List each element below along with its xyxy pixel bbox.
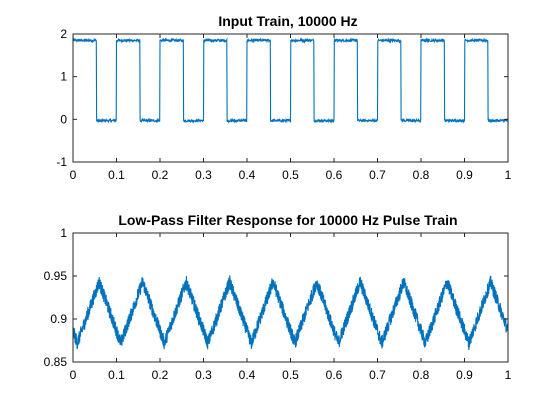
x-ticks-input-train: 0 0.1 0.2 0.3 0.4 0.5 0.6 0.7 0.8 0.9 1 xyxy=(70,34,512,182)
x-tick-label: 0 xyxy=(70,368,77,382)
x-tick-label: 0.1 xyxy=(108,368,125,382)
x-tick-label: 0.3 xyxy=(195,168,212,182)
x-tick-label: 0.1 xyxy=(108,168,125,182)
series-line-filter-response xyxy=(72,274,509,350)
axes-filter-response: Low-Pass Filter Response for 10000 Hz Pu… xyxy=(44,212,512,382)
x-tick-label: 1 xyxy=(505,368,512,382)
y-tick-label: 0.95 xyxy=(44,269,68,283)
y-ticks-input-train: -1 0 1 2 xyxy=(56,27,508,169)
y-tick-label: -1 xyxy=(56,155,67,169)
x-tick-label: 0.4 xyxy=(239,368,256,382)
x-tick-label: 1 xyxy=(505,168,512,182)
y-tick-label: 0.85 xyxy=(44,355,68,369)
x-tick-label: 0.8 xyxy=(413,368,430,382)
x-tick-label: 0.6 xyxy=(326,168,343,182)
y-tick-label: 2 xyxy=(60,27,67,41)
y-tick-label: 0.9 xyxy=(50,312,67,326)
x-tick-label: 0.9 xyxy=(456,368,473,382)
x-tick-label: 0.2 xyxy=(152,368,169,382)
y-tick-label: 1 xyxy=(60,226,67,240)
x-tick-label: 0.5 xyxy=(282,368,299,382)
y-tick-label: 1 xyxy=(60,70,67,84)
chart-title-filter-response: Low-Pass Filter Response for 10000 Hz Pu… xyxy=(118,212,457,228)
x-tick-label: 0.3 xyxy=(195,368,212,382)
chart-title-input-train: Input Train, 10000 Hz xyxy=(218,13,357,29)
x-tick-label: 0.4 xyxy=(239,168,256,182)
x-tick-label: 0.7 xyxy=(369,168,386,182)
x-tick-label: 0 xyxy=(70,168,77,182)
x-tick-label: 0.6 xyxy=(326,368,343,382)
x-tick-label: 0.5 xyxy=(282,168,299,182)
x-tick-label: 0.7 xyxy=(369,368,386,382)
y-ticks-filter-response: 0.85 0.9 0.95 1 xyxy=(44,226,508,369)
x-tick-label: 0.2 xyxy=(152,168,169,182)
y-tick-label: 0 xyxy=(60,112,67,126)
x-tick-label: 0.9 xyxy=(456,168,473,182)
x-tick-label: 0.8 xyxy=(413,168,430,182)
series-line-input-train xyxy=(72,37,509,124)
axes-input-train: Input Train, 10000 Hz 0 0.1 0.2 0.3 0.4 0.5 0.… xyxy=(56,13,511,182)
x-ticks-filter-response: 0 0.1 0.2 0.3 0.4 0.5 0.6 0.7 0.8 0.9 1 xyxy=(70,233,512,382)
